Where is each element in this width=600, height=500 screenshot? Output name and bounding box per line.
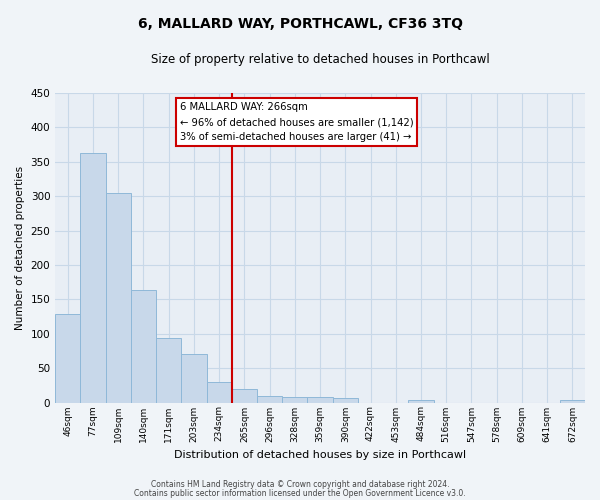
Bar bbox=[106, 194, 131, 402]
Bar bbox=[80, 153, 106, 402]
Bar bbox=[156, 338, 181, 402]
Bar bbox=[257, 396, 282, 402]
Bar bbox=[332, 398, 358, 402]
Bar bbox=[307, 397, 332, 402]
Bar bbox=[560, 400, 585, 402]
Text: 6, MALLARD WAY, PORTHCAWL, CF36 3TQ: 6, MALLARD WAY, PORTHCAWL, CF36 3TQ bbox=[137, 18, 463, 32]
Bar bbox=[409, 400, 434, 402]
Bar bbox=[131, 290, 156, 403]
Title: Size of property relative to detached houses in Porthcawl: Size of property relative to detached ho… bbox=[151, 52, 490, 66]
Bar bbox=[282, 397, 307, 402]
Bar bbox=[206, 382, 232, 402]
Text: Contains HM Land Registry data © Crown copyright and database right 2024.: Contains HM Land Registry data © Crown c… bbox=[151, 480, 449, 489]
X-axis label: Distribution of detached houses by size in Porthcawl: Distribution of detached houses by size … bbox=[174, 450, 466, 460]
Bar bbox=[55, 314, 80, 402]
Y-axis label: Number of detached properties: Number of detached properties bbox=[15, 166, 25, 330]
Text: 6 MALLARD WAY: 266sqm
← 96% of detached houses are smaller (1,142)
3% of semi-de: 6 MALLARD WAY: 266sqm ← 96% of detached … bbox=[179, 102, 413, 142]
Bar bbox=[181, 354, 206, 403]
Bar bbox=[232, 389, 257, 402]
Text: Contains public sector information licensed under the Open Government Licence v3: Contains public sector information licen… bbox=[134, 488, 466, 498]
